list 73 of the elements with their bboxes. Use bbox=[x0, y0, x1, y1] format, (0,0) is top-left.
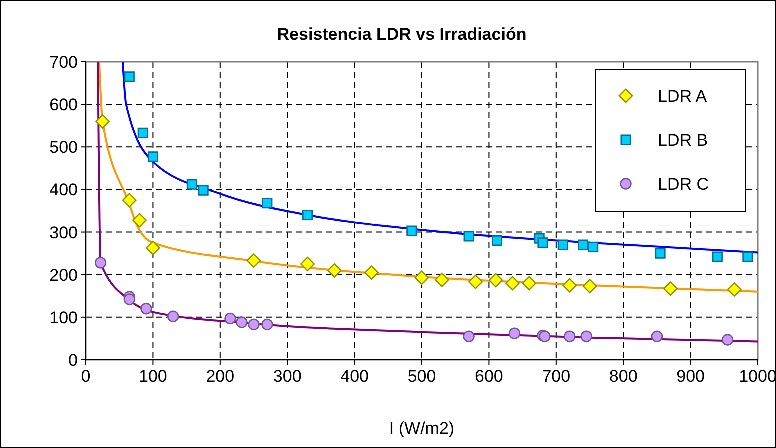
point bbox=[562, 278, 578, 293]
line-series bbox=[122, 62, 758, 254]
point bbox=[132, 213, 147, 228]
point bbox=[148, 152, 158, 162]
point bbox=[96, 114, 110, 129]
point bbox=[262, 198, 273, 209]
point bbox=[248, 318, 260, 331]
y-tick-label: 200 bbox=[50, 266, 78, 285]
point bbox=[558, 240, 568, 250]
point bbox=[246, 254, 262, 268]
point bbox=[124, 72, 135, 82]
point bbox=[508, 328, 521, 340]
point bbox=[742, 252, 754, 262]
legend-label: LDR B bbox=[658, 131, 708, 150]
point bbox=[464, 231, 474, 242]
point bbox=[712, 252, 723, 262]
legend-label: LDR C bbox=[658, 175, 710, 194]
point bbox=[198, 185, 209, 196]
point bbox=[327, 263, 342, 278]
legend-label: LDR A bbox=[658, 87, 708, 106]
y-tick-label: 100 bbox=[50, 308, 78, 328]
x-tick-label: 0 bbox=[81, 367, 91, 386]
point bbox=[262, 318, 274, 331]
point bbox=[124, 294, 136, 306]
x-tick-label: 800 bbox=[609, 367, 638, 386]
point bbox=[122, 193, 137, 208]
x-tick-label: 700 bbox=[542, 367, 571, 386]
y-tick-label: 600 bbox=[50, 96, 78, 115]
point bbox=[651, 330, 664, 342]
point bbox=[655, 248, 666, 259]
point bbox=[140, 303, 152, 315]
y-tick-label: 400 bbox=[50, 180, 78, 200]
point bbox=[138, 128, 148, 138]
point bbox=[168, 310, 180, 322]
point bbox=[186, 179, 198, 190]
x-tick-label: 900 bbox=[676, 367, 705, 386]
point bbox=[588, 242, 599, 252]
point bbox=[406, 226, 418, 236]
x-tick-label: 500 bbox=[408, 367, 436, 386]
x-tick-label: 600 bbox=[475, 367, 504, 386]
point bbox=[488, 273, 504, 288]
point bbox=[434, 272, 450, 288]
point bbox=[492, 236, 503, 246]
x-tick-label: 100 bbox=[139, 367, 168, 386]
point bbox=[727, 282, 742, 297]
point bbox=[582, 279, 598, 294]
point bbox=[146, 240, 160, 256]
point bbox=[94, 257, 107, 269]
y-tick-label: 500 bbox=[50, 138, 78, 158]
point bbox=[564, 330, 576, 342]
point bbox=[224, 312, 236, 325]
chart-title: Resistencia LDR vs Irradiación bbox=[277, 25, 527, 44]
point bbox=[506, 276, 520, 291]
y-tick-label: 700 bbox=[50, 53, 78, 72]
x-tick-label: 400 bbox=[340, 367, 369, 386]
y-tick-label: 300 bbox=[50, 223, 78, 242]
point bbox=[580, 330, 592, 342]
x-tick-label: 200 bbox=[206, 367, 235, 386]
point bbox=[468, 274, 483, 290]
point bbox=[414, 270, 430, 286]
point bbox=[302, 210, 314, 221]
point bbox=[538, 238, 548, 248]
x-tick-label: 300 bbox=[273, 367, 302, 386]
point bbox=[522, 276, 537, 291]
y-tick-label: 0 bbox=[68, 351, 78, 370]
point bbox=[722, 334, 734, 346]
x-axis-title: I (W/m2) bbox=[389, 419, 455, 438]
point bbox=[463, 330, 475, 342]
point bbox=[236, 316, 248, 328]
point bbox=[663, 282, 678, 296]
point bbox=[578, 240, 589, 250]
point bbox=[364, 266, 379, 280]
point bbox=[300, 256, 315, 272]
